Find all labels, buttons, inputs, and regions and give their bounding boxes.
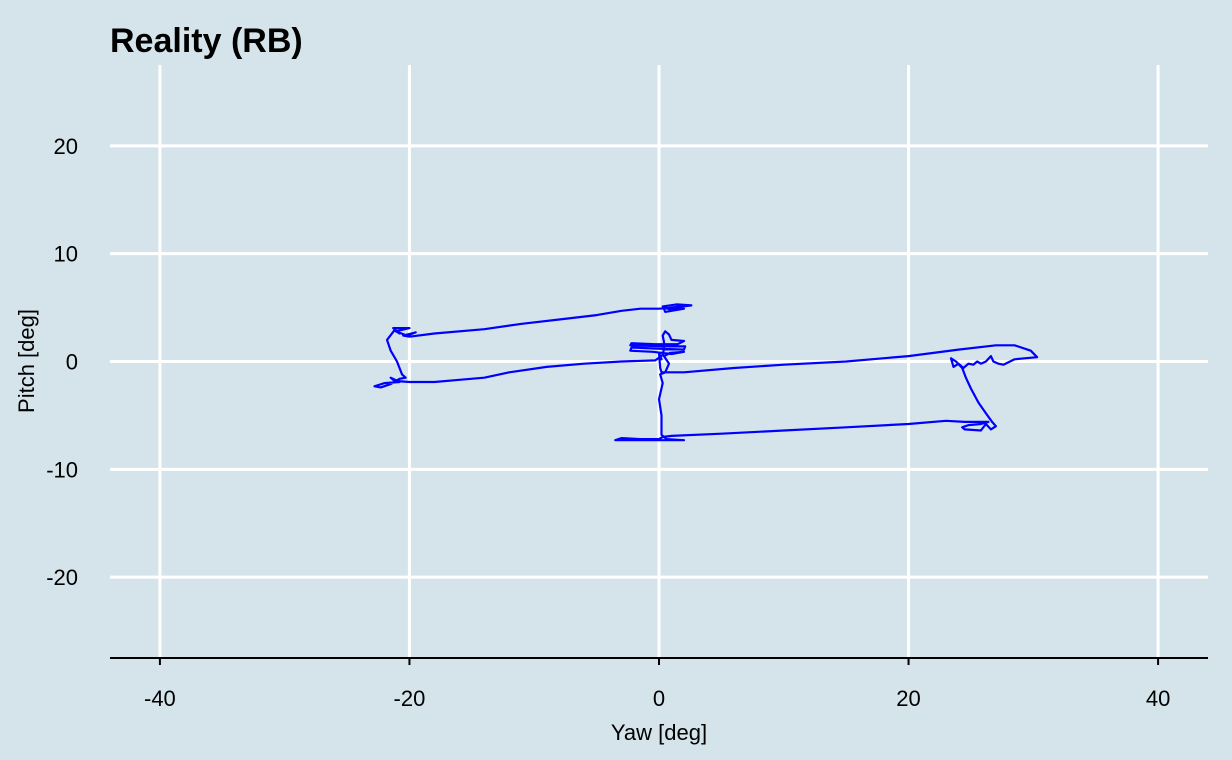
y-tick-label: 0 bbox=[66, 350, 78, 375]
y-tick-label: -20 bbox=[46, 565, 78, 590]
y-axis-label: Pitch [deg] bbox=[14, 309, 39, 413]
y-tick-label: -10 bbox=[46, 457, 78, 482]
y-tick-label: 20 bbox=[54, 134, 78, 159]
series-layer bbox=[373, 303, 1039, 442]
series-line-0 bbox=[373, 303, 1039, 442]
x-tick-label: 40 bbox=[1146, 686, 1170, 711]
x-tick-label: -40 bbox=[144, 686, 176, 711]
x-tick-label: -20 bbox=[394, 686, 426, 711]
chart-title: Reality (RB) bbox=[110, 22, 303, 60]
x-axis-ticks: -40 -20 0 20 40 bbox=[144, 658, 1170, 711]
grid-lines bbox=[110, 65, 1208, 658]
x-tick-label: 20 bbox=[896, 686, 920, 711]
y-axis-ticks: 20 10 0 -10 -20 bbox=[46, 134, 78, 590]
y-tick-label: 10 bbox=[54, 242, 78, 267]
x-axis-label: Yaw [deg] bbox=[611, 720, 707, 745]
x-tick-label: 0 bbox=[653, 686, 665, 711]
